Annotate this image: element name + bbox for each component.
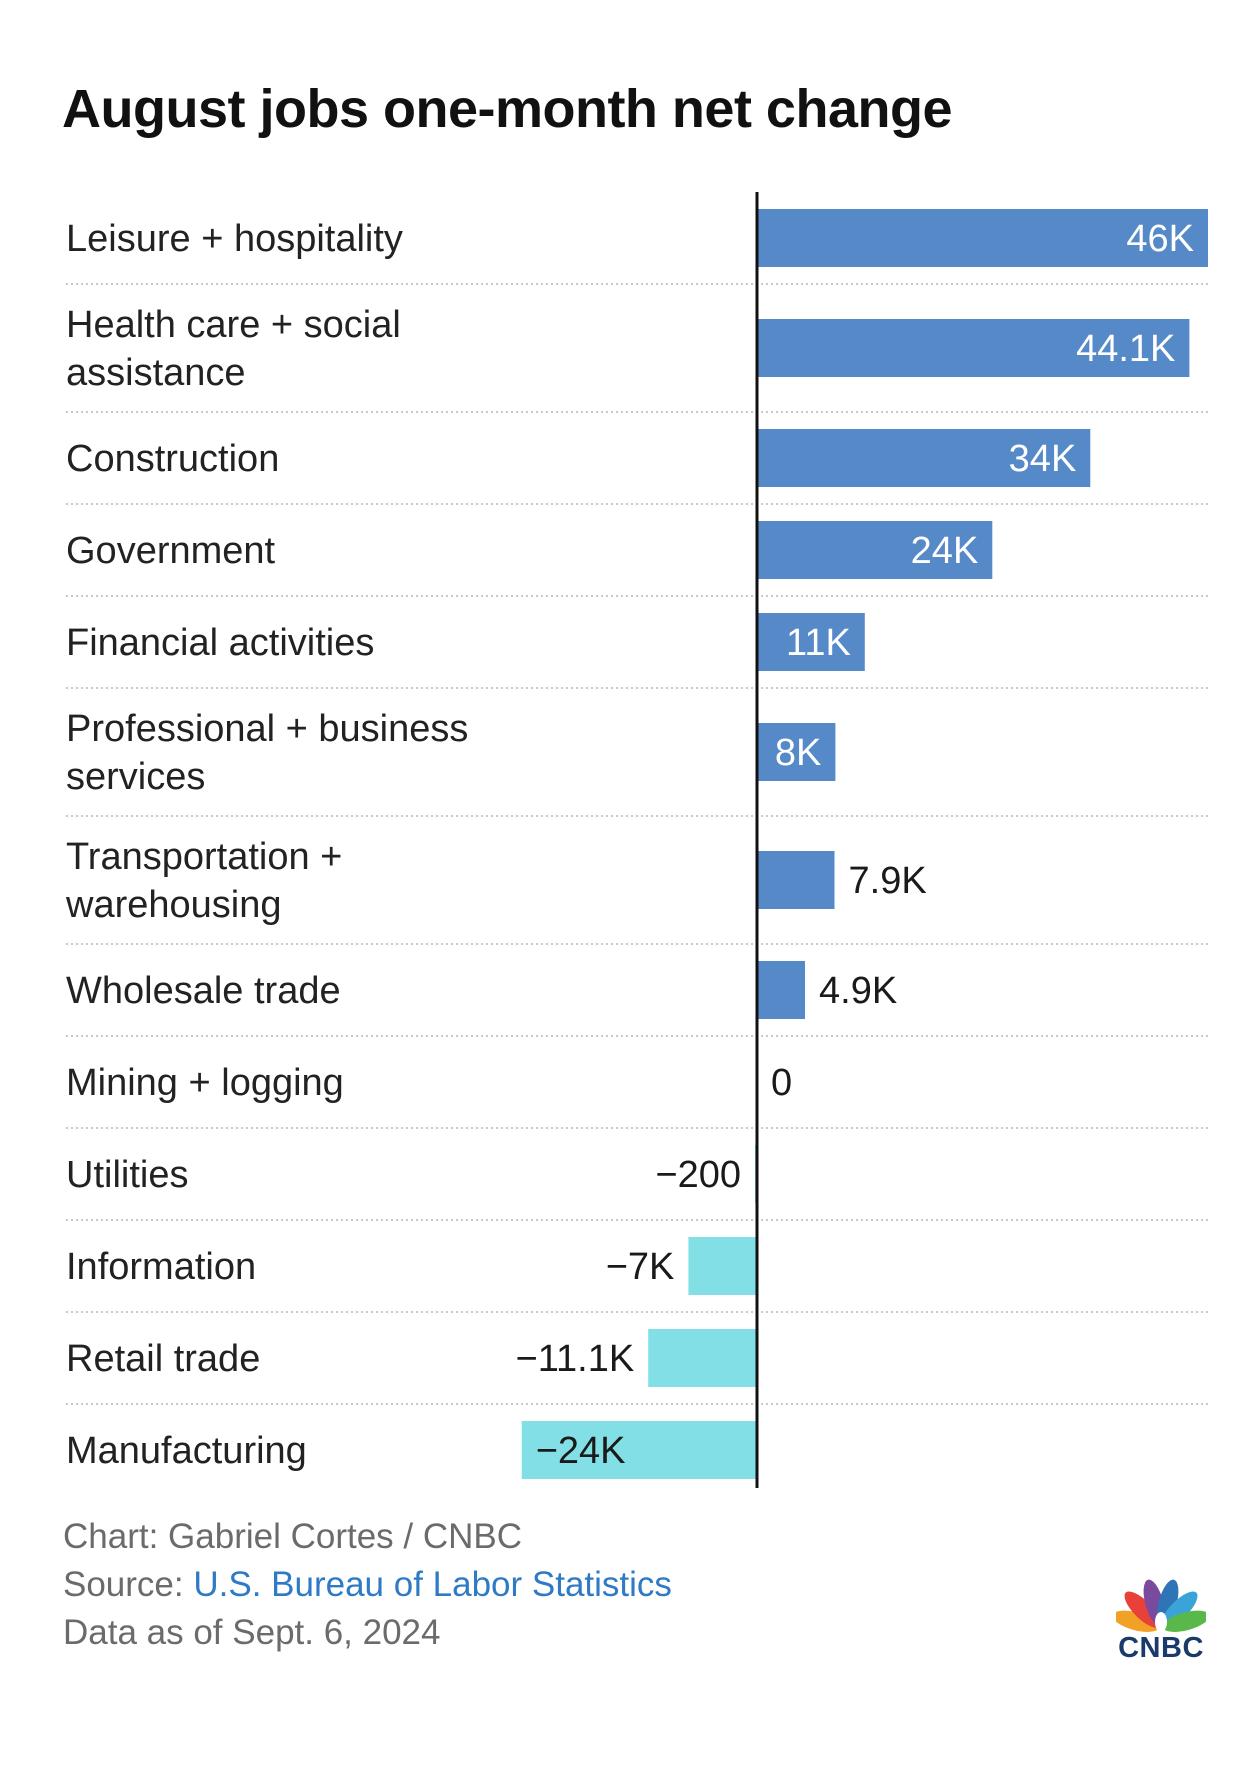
value-label: 24K — [911, 530, 979, 572]
category-label-line: Professional + business — [66, 708, 468, 750]
category-label: Construction — [66, 438, 279, 480]
value-label: 8K — [775, 732, 821, 774]
category-label: Information — [66, 1246, 256, 1288]
bar — [757, 613, 865, 671]
chart-title: August jobs one-month net change — [62, 79, 952, 139]
chart-footer: Chart: Gabriel Cortes / CNBC Source: U.S… — [63, 1513, 672, 1657]
category-label-line: Health care + social — [66, 304, 401, 346]
category-label: Mining + logging — [66, 1062, 344, 1104]
bar-chart: Leisure + hospitality Health care + socia… — [65, 192, 1208, 1488]
category-label: Wholesale trade — [66, 970, 341, 1012]
value-label: −200 — [655, 1154, 741, 1196]
chart-source: Source: U.S. Bureau of Labor Statistics — [63, 1561, 672, 1609]
bar — [521, 1421, 757, 1479]
value-label: −24K — [536, 1430, 626, 1472]
category-label-line: Construction — [66, 438, 279, 480]
peacock-body — [1155, 1612, 1167, 1632]
category-label: Manufacturing — [66, 1430, 307, 1472]
source-link[interactable]: U.S. Bureau of Labor Statistics — [193, 1565, 672, 1604]
value-label: 34K — [1009, 438, 1077, 480]
category-label-line: assistance — [66, 352, 246, 394]
category-label-line: Retail trade — [66, 1338, 260, 1380]
bar — [757, 961, 805, 1019]
category-label-line: Leisure + hospitality — [66, 218, 403, 260]
peacock-feather — [1162, 1610, 1210, 1632]
cnbc-logo: CNBC — [1112, 1573, 1210, 1665]
chart-credit: Chart: Gabriel Cortes / CNBC — [63, 1517, 523, 1556]
category-label-line: Manufacturing — [66, 1430, 307, 1472]
category-label: Government — [66, 530, 276, 572]
category-label-line: Mining + logging — [66, 1062, 344, 1104]
category-label: Transportation + warehousing — [65, 836, 342, 926]
value-label: −11.1K — [516, 1338, 635, 1380]
bar — [648, 1329, 757, 1387]
bar — [757, 319, 1190, 377]
category-label-line: Transportation + — [66, 836, 342, 878]
category-label: Leisure + hospitality — [66, 218, 403, 260]
category-label: Financial activities — [66, 622, 374, 664]
bar — [688, 1237, 757, 1295]
value-label: 46K — [1126, 218, 1194, 260]
category-label: Health care + social assistance — [66, 304, 401, 394]
category-label-line: Information — [66, 1246, 256, 1288]
category-label-line: Utilities — [66, 1154, 188, 1196]
category-label-line: services — [66, 756, 205, 798]
category-label: Utilities — [66, 1154, 188, 1196]
value-label: 11K — [786, 622, 851, 664]
bar — [757, 723, 836, 781]
value-label: 0 — [771, 1062, 792, 1104]
source-prefix: Source: — [63, 1565, 194, 1604]
bar — [757, 851, 835, 909]
category-label-line: Financial activities — [66, 622, 374, 664]
category-label: Professional + business services — [66, 708, 468, 798]
data-date: Data as of Sept. 6, 2024 — [63, 1613, 441, 1652]
category-label: Retail trade — [66, 1338, 260, 1380]
value-label: −7K — [606, 1246, 675, 1288]
value-label: 7.9K — [849, 860, 927, 902]
value-label: 44.1K — [1076, 328, 1175, 370]
category-label-line: Government — [66, 530, 276, 572]
category-label-line: Wholesale trade — [66, 970, 341, 1012]
bar — [757, 209, 1208, 267]
value-label: 4.9K — [819, 970, 897, 1012]
bar — [757, 521, 993, 579]
bar — [757, 429, 1091, 487]
peacock-icon — [1112, 1579, 1210, 1632]
cnbc-logo-text: CNBC — [1118, 1632, 1204, 1664]
category-label-line: warehousing — [65, 884, 281, 926]
